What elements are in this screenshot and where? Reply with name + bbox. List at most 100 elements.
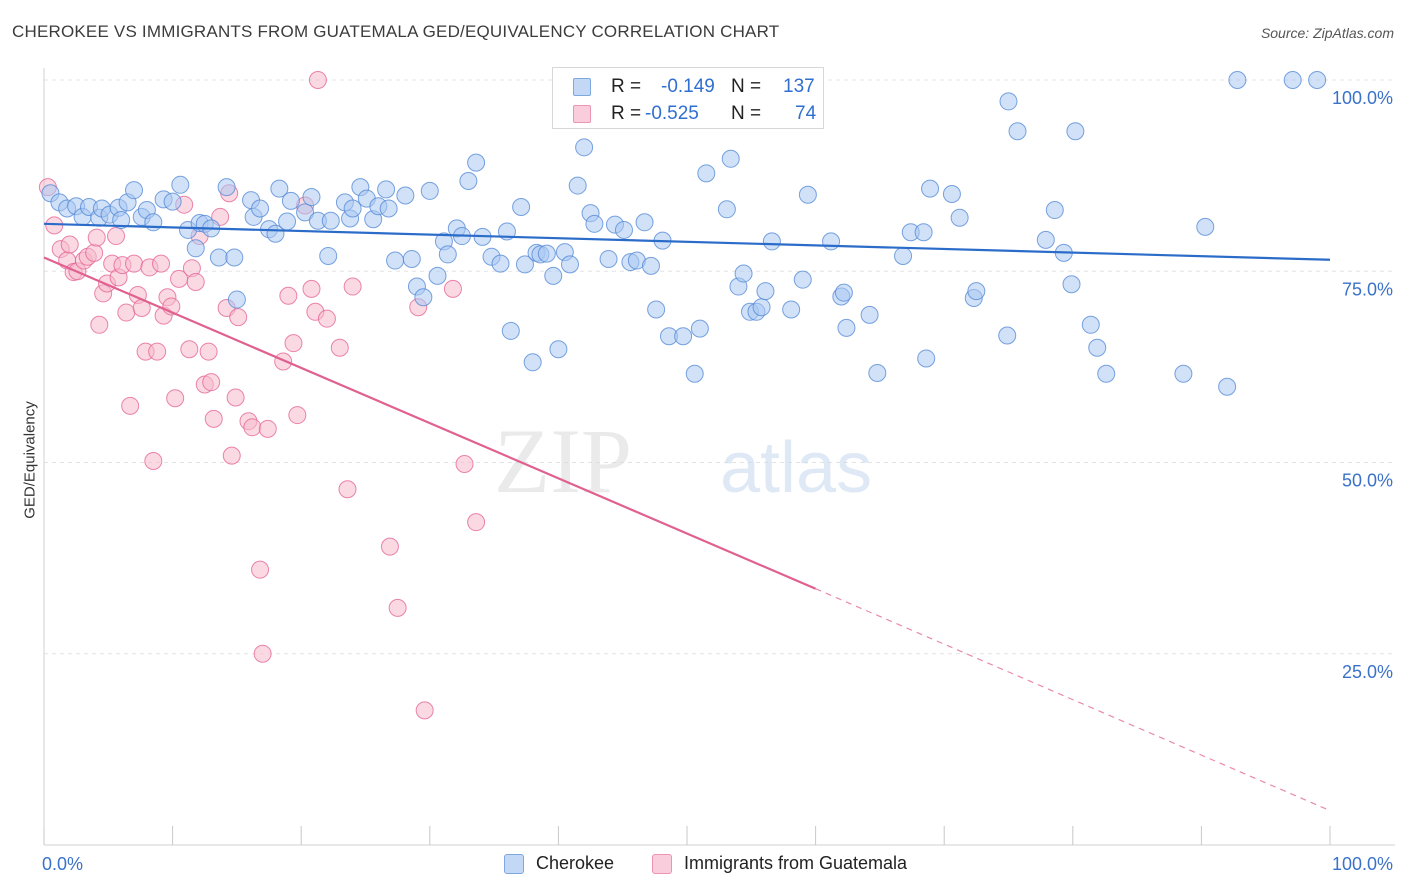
- cherokee-point: [793, 270, 812, 289]
- cherokee-point: [635, 213, 654, 232]
- bottom-legend-label-cherokee: Cherokee: [536, 853, 615, 873]
- guatemala-point: [284, 334, 303, 353]
- cherokee-point: [343, 199, 362, 218]
- chart-title: CHEROKEE VS IMMIGRANTS FROM GUATEMALA GE…: [12, 22, 780, 41]
- guatemala-point: [467, 513, 486, 532]
- cherokee-point: [171, 175, 190, 194]
- cherokee-point: [752, 298, 771, 317]
- legend-n-value: 74: [795, 103, 817, 124]
- guatemala-point: [87, 228, 106, 247]
- guatemala-point: [380, 537, 399, 556]
- legend-n-value: 137: [783, 76, 815, 97]
- cherokee-point: [414, 288, 433, 307]
- guatemala-point: [308, 71, 327, 89]
- grid-lines: [44, 79, 1395, 655]
- guatemala-point: [343, 277, 362, 296]
- bottom-legend-swatch-guatemala: [652, 854, 672, 874]
- cherokee-point: [721, 149, 740, 168]
- guatemala-point: [107, 227, 126, 246]
- cherokee-point: [641, 256, 660, 275]
- cherokee-point: [125, 181, 144, 200]
- cherokee-point: [837, 318, 856, 337]
- cherokee-point: [685, 364, 704, 383]
- cherokee-point: [402, 250, 421, 269]
- cherokee-point: [690, 319, 709, 338]
- cherokee-point: [217, 178, 236, 197]
- cherokee-point: [1066, 122, 1085, 141]
- cherokee-point: [186, 239, 205, 258]
- cherokee-point: [225, 248, 244, 267]
- cherokee-point: [614, 220, 633, 239]
- cherokee-point: [501, 321, 520, 340]
- cherokee-point: [967, 282, 986, 301]
- legend-n-label: N =: [731, 76, 762, 97]
- guatemala-point: [243, 418, 262, 437]
- cherokee-point: [868, 363, 887, 382]
- guatemala-point: [121, 396, 140, 415]
- guatemala-point: [274, 352, 293, 371]
- y-tick-label: 100.0%: [1332, 88, 1393, 108]
- legend-r-value: -0.525: [645, 103, 699, 124]
- guatemala-point: [60, 235, 79, 254]
- cherokee-point: [296, 203, 315, 222]
- guatemala-point: [279, 286, 298, 305]
- x-tick-label: 0.0%: [42, 854, 83, 874]
- cherokee-point: [227, 290, 246, 309]
- cherokee-point: [734, 264, 753, 283]
- cherokee-point: [1228, 71, 1247, 89]
- cherokee-point: [942, 184, 961, 203]
- cherokee-point: [1045, 201, 1064, 220]
- cherokee-point: [1308, 71, 1327, 89]
- cherokee-point: [1036, 230, 1055, 249]
- cherokee-point: [112, 210, 131, 229]
- cherokee-point: [379, 199, 398, 218]
- guatemala-point: [166, 389, 185, 408]
- legend-r-label: R =: [611, 76, 642, 97]
- cherokee-point: [575, 138, 594, 157]
- guatemala-point: [202, 373, 221, 392]
- watermark-atlas: atlas: [720, 428, 872, 508]
- cherokee-point: [1062, 275, 1081, 294]
- guatemala-point: [338, 480, 357, 499]
- bottom-legend-swatch-cherokee: [504, 854, 524, 874]
- y-tick-label: 25.0%: [1342, 662, 1393, 682]
- cherokee-point: [1218, 377, 1237, 396]
- guatemala-point: [258, 419, 277, 438]
- y-tick-label: 50.0%: [1342, 471, 1393, 491]
- cherokee-point: [1081, 315, 1100, 334]
- cherokee-point: [822, 232, 841, 251]
- x-tick-label: 100.0%: [1332, 854, 1393, 874]
- cherokee-point: [438, 245, 457, 264]
- cherokee-point: [512, 197, 531, 216]
- cherokee-point: [950, 208, 969, 227]
- guatemala-point: [330, 338, 349, 357]
- series-guatemala-points: [38, 71, 486, 720]
- cherokee-point: [377, 180, 396, 199]
- trend-lines: [43, 222, 1331, 812]
- guatemala-point: [302, 279, 321, 298]
- cherokee-point: [386, 251, 405, 270]
- cherokee-point: [396, 186, 415, 205]
- cherokee-point: [523, 353, 542, 372]
- cherokee-point: [1008, 122, 1027, 141]
- cherokee-point: [544, 266, 563, 285]
- cherokee-point: [998, 326, 1017, 345]
- guatemala-point: [90, 315, 109, 334]
- cherokee-point: [834, 283, 853, 302]
- cherokee-point: [515, 255, 534, 274]
- cherokee-point: [1174, 364, 1193, 383]
- cherokee-point: [537, 244, 556, 263]
- guatemala-point: [288, 406, 307, 425]
- cherokee-point: [798, 185, 817, 204]
- cherokee-point: [697, 164, 716, 183]
- guatemala-point: [85, 243, 104, 262]
- legend-n-label: N =: [731, 103, 762, 124]
- guatemala-point: [388, 598, 407, 617]
- guatemala-point: [117, 303, 136, 322]
- cherokee-point: [209, 248, 228, 267]
- cherokee-point: [251, 199, 270, 218]
- cherokee-point: [756, 282, 775, 301]
- cherokee-point: [467, 153, 486, 172]
- cherokee-point: [549, 340, 568, 359]
